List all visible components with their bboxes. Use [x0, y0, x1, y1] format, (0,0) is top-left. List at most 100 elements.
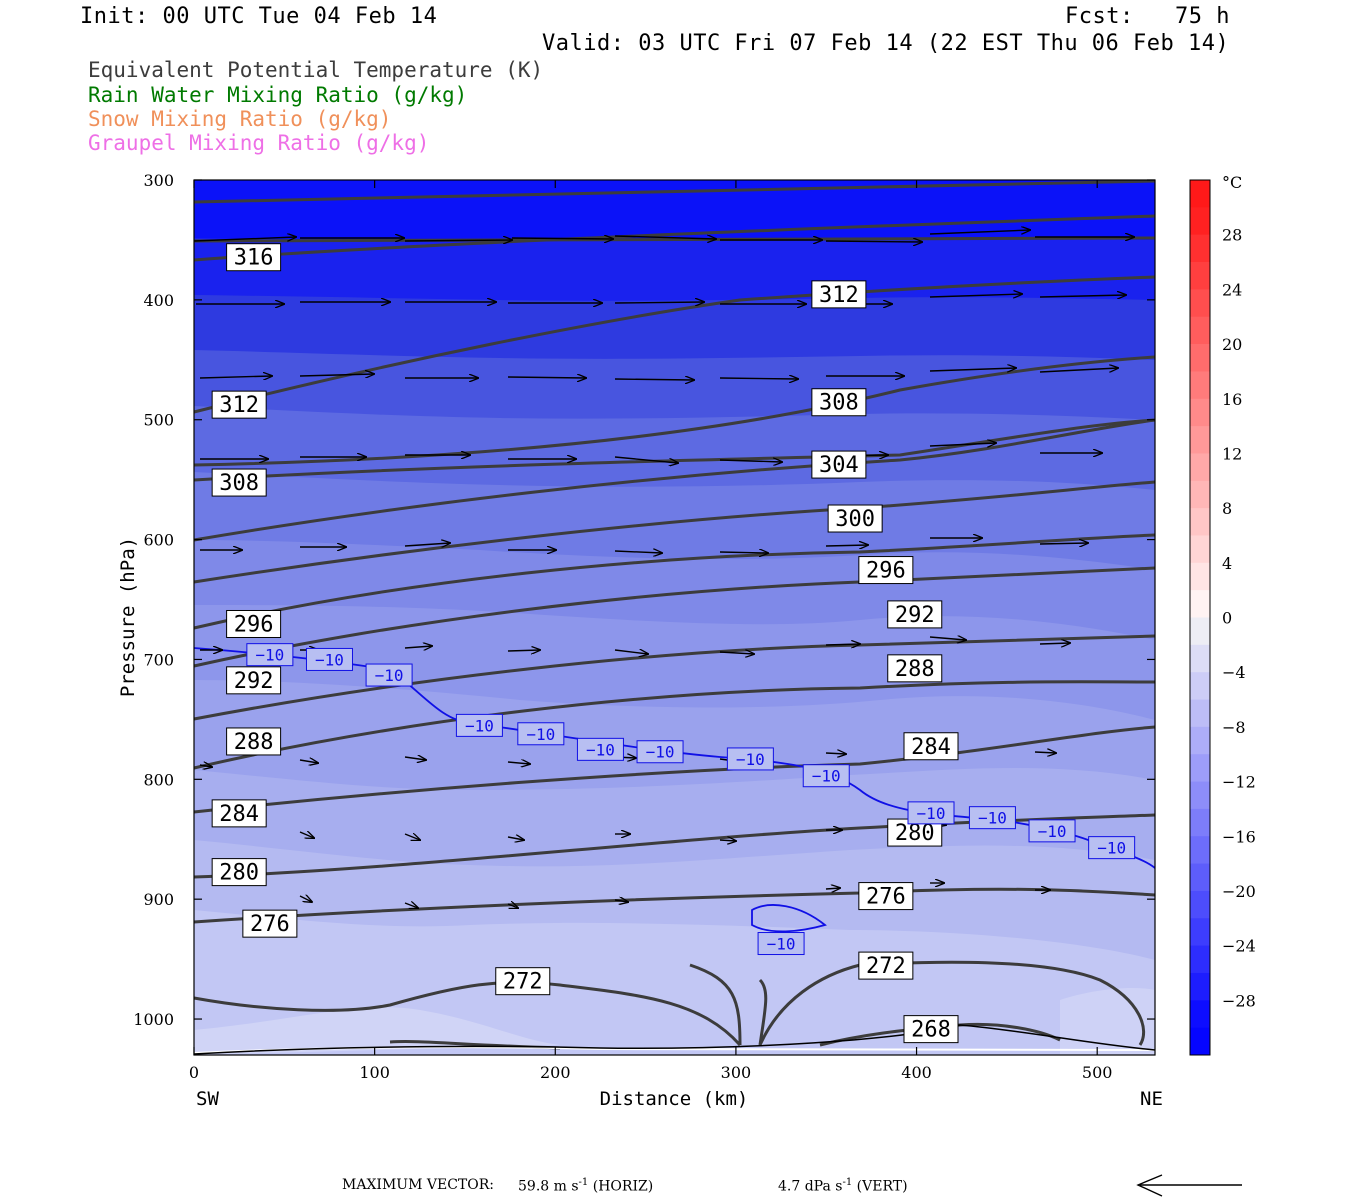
svg-text:272: 272 [503, 970, 543, 995]
colorbar-bin [1190, 836, 1210, 864]
y-tick-label: 700 [143, 650, 174, 669]
colorbar-bin [1190, 426, 1210, 454]
y-axis-title: Pressure (hPa) [117, 537, 139, 697]
y-tick-label: 400 [143, 291, 174, 310]
colorbar-bin [1190, 480, 1210, 509]
x-tick-label: 400 [901, 1063, 932, 1082]
isotherm-label: −10 [365, 663, 413, 687]
colorbar-bin [1190, 808, 1210, 837]
svg-text:−10: −10 [375, 666, 404, 685]
isotherm-label: −10 [968, 806, 1016, 830]
svg-text:−10: −10 [465, 716, 494, 735]
svg-text:280: 280 [219, 861, 259, 886]
svg-text:−10: −10 [526, 725, 555, 744]
svg-text:284: 284 [219, 802, 259, 827]
theta-e-label: 312 [211, 390, 267, 419]
colorbar-label: −4 [1222, 663, 1246, 682]
x-tick-label: 100 [359, 1063, 390, 1082]
colorbar-bin [1190, 754, 1210, 782]
colorbar-bin [1190, 508, 1210, 536]
isotherm-label: −10 [1088, 836, 1136, 860]
forecast-hour: Fcst: 75 h [1065, 4, 1230, 29]
max-vector-label: MAXIMUM VECTOR: [342, 1177, 494, 1193]
theta-e-label: 300 [827, 504, 883, 533]
colorbar-label: 12 [1222, 444, 1242, 463]
svg-text:304: 304 [819, 453, 859, 478]
theta-e-label: 292 [887, 600, 943, 629]
svg-text:−10: −10 [646, 743, 675, 762]
isotherm-label: −10 [576, 737, 624, 761]
svg-text:−10: −10 [255, 646, 284, 665]
svg-text:312: 312 [819, 283, 859, 308]
temperature-colorbar: 28 24 20 16 12 8 4 0 −4 −8 −12 −16 −20 −24 −28 [1189, 179, 1256, 1056]
isotherm-label: −10 [305, 647, 353, 671]
theta-e-label: 276 [242, 909, 298, 938]
theta-e-label: 308 [211, 468, 267, 497]
svg-text:292: 292 [895, 603, 935, 628]
colorbar-bin [1190, 398, 1210, 427]
svg-text:−10: −10 [767, 935, 796, 954]
colorbar-bin [1190, 262, 1210, 290]
y-tick-label: 500 [143, 411, 174, 430]
theta-e-labels: 316 312 312 308 308 304 300 296 296 292 292 288 288 2… [211, 243, 959, 1044]
colorbar-label: −16 [1222, 827, 1256, 846]
colorbar-bin [1190, 344, 1210, 372]
colorbar-bin [1190, 672, 1210, 700]
isotherm-label: −10 [246, 643, 294, 667]
isotherm-label: −10 [1028, 819, 1076, 843]
theta-e-label: 276 [858, 882, 914, 911]
svg-text:288: 288 [895, 657, 935, 682]
colorbar-frame [1189, 179, 1211, 1056]
theta-e-label: 288 [226, 727, 282, 756]
svg-text:−10: −10 [812, 767, 841, 786]
theta-e-label: 280 [211, 858, 267, 887]
colorbar-label: −8 [1222, 718, 1246, 737]
valid-time: Valid: 03 UTC Fri 07 Feb 14 (22 EST Thu … [542, 31, 1230, 56]
colorbar-bin [1190, 726, 1210, 755]
svg-text:308: 308 [819, 391, 859, 416]
svg-text:300: 300 [835, 507, 875, 532]
colorbar-bin [1190, 316, 1210, 345]
colorbar-label: −12 [1222, 773, 1256, 792]
theta-e-label: 296 [858, 556, 914, 585]
svg-text:−10: −10 [917, 804, 946, 823]
svg-text:276: 276 [250, 912, 290, 937]
colorbar-label: 8 [1222, 499, 1232, 518]
colorbar-unit: °C [1222, 173, 1242, 192]
colorbar-bin [1190, 699, 1210, 728]
x-tick-label: 0 [189, 1063, 199, 1082]
max-vector-vert: 4.7 dPa s-1 (VERT) [778, 1177, 908, 1195]
x-axis-title: Distance (km) [600, 1088, 749, 1110]
colorbar-label: 16 [1222, 390, 1242, 409]
colorbar-label: −28 [1222, 991, 1256, 1010]
colorbar-bin [1190, 781, 1210, 810]
svg-text:296: 296 [234, 612, 274, 637]
y-tick-label: 900 [143, 890, 174, 909]
theta-e-label: 312 [811, 280, 867, 309]
x-tick-label: 200 [540, 1063, 571, 1082]
theta-e-label: 308 [811, 388, 867, 417]
colorbar-bin [1190, 289, 1210, 318]
legend-graupel: Graupel Mixing Ratio (g/kg) [88, 131, 430, 155]
theta-e-label: 272 [858, 951, 914, 980]
isotherm-label: −10 [907, 801, 955, 825]
isotherm-label: −10 [636, 740, 684, 764]
theta-e-label: 284 [903, 732, 959, 761]
reference-vector-arrow [1136, 1174, 1242, 1197]
x-tick-label: 300 [721, 1063, 752, 1082]
theta-e-label: 304 [811, 450, 867, 479]
svg-text:312: 312 [219, 393, 259, 418]
x-tick-label: 500 [1082, 1063, 1113, 1082]
colorbar-bin [1190, 617, 1210, 646]
legend-snow: Snow Mixing Ratio (g/kg) [88, 107, 392, 131]
wind-vectors [193, 230, 1134, 908]
svg-text:280: 280 [895, 821, 935, 846]
y-tick-label: 1000 [133, 1010, 174, 1029]
colorbar-bin [1190, 972, 1210, 1001]
colorbar-bin [1190, 1000, 1210, 1029]
legend-rain: Rain Water Mixing Ratio (g/kg) [88, 83, 468, 107]
colorbar-bin [1190, 945, 1210, 974]
isotherm-label: −10 [455, 713, 503, 737]
colorbar-bin [1190, 863, 1210, 892]
svg-text:−10: −10 [315, 650, 344, 669]
